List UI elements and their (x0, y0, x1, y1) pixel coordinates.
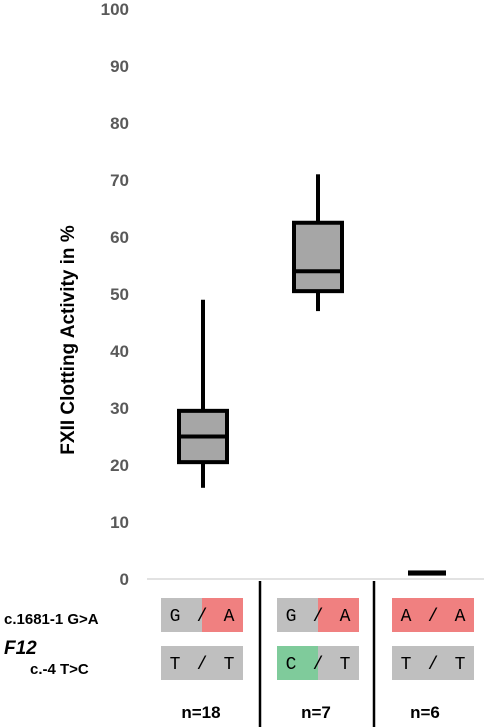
y-axis-label: FXII Clotting Activity in % (58, 225, 79, 455)
row-label-1: c.1681-1 G>A (4, 611, 99, 628)
box-group-2 (292, 174, 344, 312)
allele-separator: / (428, 655, 439, 675)
allele-right: T (224, 655, 235, 675)
allele-right: A (455, 607, 466, 627)
allele-left-fill (392, 598, 433, 632)
gene-label: F12 (4, 638, 37, 659)
genotype-cell: T / T (161, 646, 243, 680)
allele-left-fill (277, 598, 318, 632)
n-label: n=6 (410, 703, 440, 722)
allele-separator: / (197, 607, 208, 627)
y-tick-label: 80 (110, 114, 129, 133)
allele-right: T (340, 655, 351, 675)
allele-left: G (286, 607, 297, 627)
n-label: n=7 (301, 703, 331, 722)
allele-separator: / (428, 607, 439, 627)
y-tick-label: 90 (110, 57, 129, 76)
y-tick-label: 70 (110, 171, 129, 190)
allele-separator: / (197, 655, 208, 675)
allele-right: T (455, 655, 466, 675)
sample-size-labels: n=18 n=7 n=6 (181, 703, 440, 722)
allele-left-fill (392, 646, 433, 680)
allele-right-fill (202, 598, 243, 632)
collapsed-box (408, 570, 446, 576)
allele-right-fill (318, 646, 359, 680)
allele-right-fill (318, 598, 359, 632)
allele-right-fill (433, 646, 474, 680)
allele-left-fill (161, 646, 202, 680)
allele-separator: / (313, 655, 324, 675)
allele-left: G (170, 607, 181, 627)
box-plots (177, 174, 446, 576)
allele-left-fill (277, 646, 318, 680)
iqr-box (292, 220, 344, 294)
allele-right-fill (433, 598, 474, 632)
allele-left: A (401, 607, 412, 627)
y-tick-label: 10 (110, 513, 129, 532)
allele-left: T (170, 655, 181, 675)
allele-left-fill (161, 598, 202, 632)
box-group-3 (408, 570, 446, 576)
y-tick-label: 60 (110, 228, 129, 247)
y-tick-label: 50 (110, 285, 129, 304)
allele-right: A (224, 607, 235, 627)
n-label: n=18 (181, 703, 220, 722)
box-group-1 (177, 299, 229, 488)
allele-separator: / (313, 607, 324, 627)
y-tick-label: 0 (120, 570, 129, 589)
allele-right: A (340, 607, 351, 627)
y-tick-label: 40 (110, 342, 129, 361)
genotype-cell: T / T (392, 646, 474, 680)
group-dividers (258, 581, 376, 727)
genotype-grid: G / A G / A A / A T / T C / T T / T (161, 598, 474, 680)
y-tick-label: 30 (110, 399, 129, 418)
row-label-2: c.-4 T>C (30, 661, 89, 678)
allele-left: C (286, 655, 297, 675)
y-tick-label: 20 (110, 456, 129, 475)
genotype-cell: C / T (277, 646, 359, 680)
genotype-cell: G / A (277, 598, 359, 632)
y-tick-label: 100 (101, 0, 129, 19)
y-axis: 0 10 20 30 40 50 60 70 80 90 100 (101, 0, 129, 589)
genotype-cell: A / A (392, 598, 474, 632)
allele-right-fill (202, 646, 243, 680)
allele-left: T (401, 655, 412, 675)
genotype-cell: G / A (161, 598, 243, 632)
